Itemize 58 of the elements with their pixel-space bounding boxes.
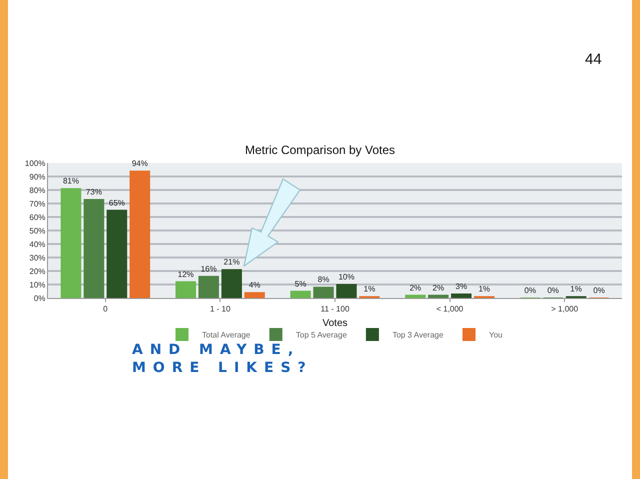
bar [336, 284, 357, 298]
bar [106, 210, 128, 298]
x-tick-label: > 1,000 [551, 304, 579, 314]
bar [451, 293, 472, 298]
data-label: 2% [432, 283, 444, 292]
y-tick-label: 70% [29, 199, 46, 208]
bar [176, 281, 196, 298]
legend-label: Top 3 Average [392, 330, 444, 340]
data-label: 16% [200, 264, 217, 274]
y-tick-label: 80% [29, 186, 46, 195]
data-label: 81% [62, 176, 79, 186]
legend-label: Top 5 Average [296, 330, 348, 340]
bar [198, 276, 219, 298]
text: 44 [585, 51, 602, 68]
data-label: 65% [108, 198, 125, 208]
x-tick-label: 0 [103, 304, 108, 314]
text: AND MAYBE, MORE LIKES? [132, 341, 313, 377]
bar [130, 170, 150, 298]
x-tick-label: 11 - 100 [320, 304, 350, 314]
data-label: 21% [224, 258, 240, 267]
y-tick-label: 40% [29, 240, 46, 249]
chart-title: Metric Comparison by Votes [244, 143, 396, 158]
bar [221, 269, 242, 298]
data-label: 8% [318, 275, 330, 284]
data-label: 3% [456, 282, 468, 291]
bar [244, 292, 265, 298]
legend-label: You [488, 330, 502, 340]
data-label: 1% [364, 284, 376, 294]
data-label: 5% [294, 279, 306, 288]
data-label: 10% [338, 272, 354, 282]
y-tick-label: 90% [29, 172, 46, 182]
bar [84, 198, 104, 298]
y-tick-label: 100% [24, 158, 46, 168]
data-label: 2% [410, 283, 422, 292]
data-label: 94% [132, 159, 148, 168]
bar [60, 188, 82, 298]
data-label: 1% [570, 284, 582, 294]
y-tick-label: 0% [34, 294, 46, 303]
y-tick-label: 50% [29, 226, 46, 236]
x-tick-label: < 1,000 [436, 304, 464, 314]
data-label: 0% [593, 286, 605, 295]
y-tick-label: 30% [29, 253, 46, 262]
data-label: 1% [478, 284, 490, 294]
data-label: 4% [248, 280, 260, 290]
y-tick-label: 10% [29, 280, 46, 290]
data-label: 0% [524, 286, 536, 295]
bar [428, 294, 449, 298]
x-tick-label: 1 - 10 [210, 304, 231, 314]
data-label: 73% [86, 187, 102, 196]
y-tick-label: 60% [29, 212, 46, 222]
y-tick-label: 20% [29, 266, 46, 276]
bar [290, 290, 311, 298]
x-axis-title: Votes [322, 318, 348, 330]
data-label: 12% [178, 270, 194, 279]
legend-label: Total Average [202, 330, 251, 340]
bar [313, 286, 334, 298]
bar [405, 294, 426, 298]
data-label: 0% [547, 286, 559, 295]
